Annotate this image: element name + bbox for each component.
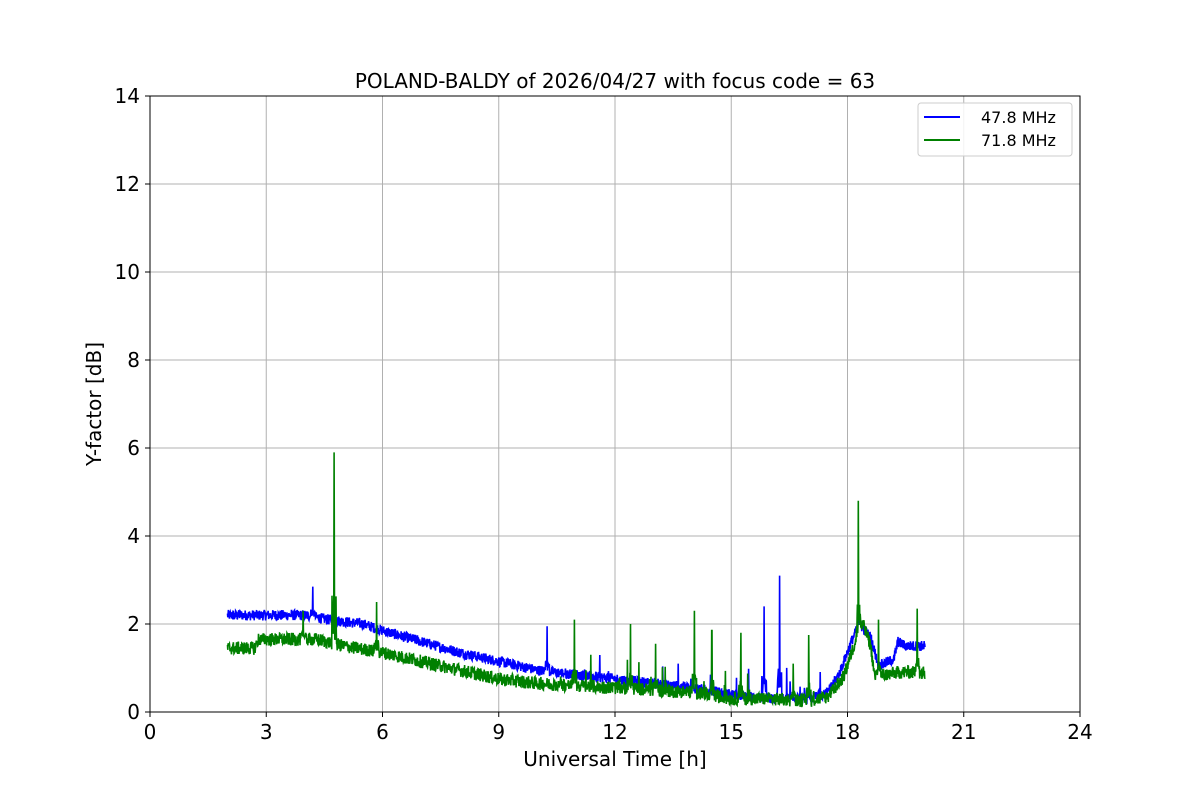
legend-label: 71.8 MHz xyxy=(981,131,1056,150)
x-tick-label: 21 xyxy=(951,720,976,744)
legend-label: 47.8 MHz xyxy=(981,108,1056,127)
x-tick-label: 18 xyxy=(835,720,860,744)
x-tick-label: 15 xyxy=(719,720,744,744)
y-tick-label: 8 xyxy=(127,348,140,372)
legend: 47.8 MHz 71.8 MHz xyxy=(917,102,1073,157)
x-tick-label: 0 xyxy=(144,720,157,744)
y-tick-label: 6 xyxy=(127,436,140,460)
y-tick-label: 10 xyxy=(115,260,140,284)
series-line-1 xyxy=(226,452,926,708)
x-tick-label: 9 xyxy=(492,720,505,744)
y-tick-label: 14 xyxy=(115,84,140,108)
x-tick-label: 24 xyxy=(1067,720,1092,744)
y-tick-label: 0 xyxy=(127,700,140,724)
x-tick-label: 6 xyxy=(376,720,389,744)
y-tick-label: 4 xyxy=(127,524,140,548)
y-tick-label: 12 xyxy=(115,172,140,196)
series-layer xyxy=(226,452,926,708)
x-tick-label: 3 xyxy=(260,720,273,744)
x-axis-label: Universal Time [h] xyxy=(523,747,706,771)
y-tick-label: 2 xyxy=(127,612,140,636)
chart-title: POLAND-BALDY of 2026/04/27 with focus co… xyxy=(355,69,875,93)
y-axis-label: Y-factor [dB] xyxy=(82,342,106,467)
x-tick-label: 12 xyxy=(602,720,627,744)
